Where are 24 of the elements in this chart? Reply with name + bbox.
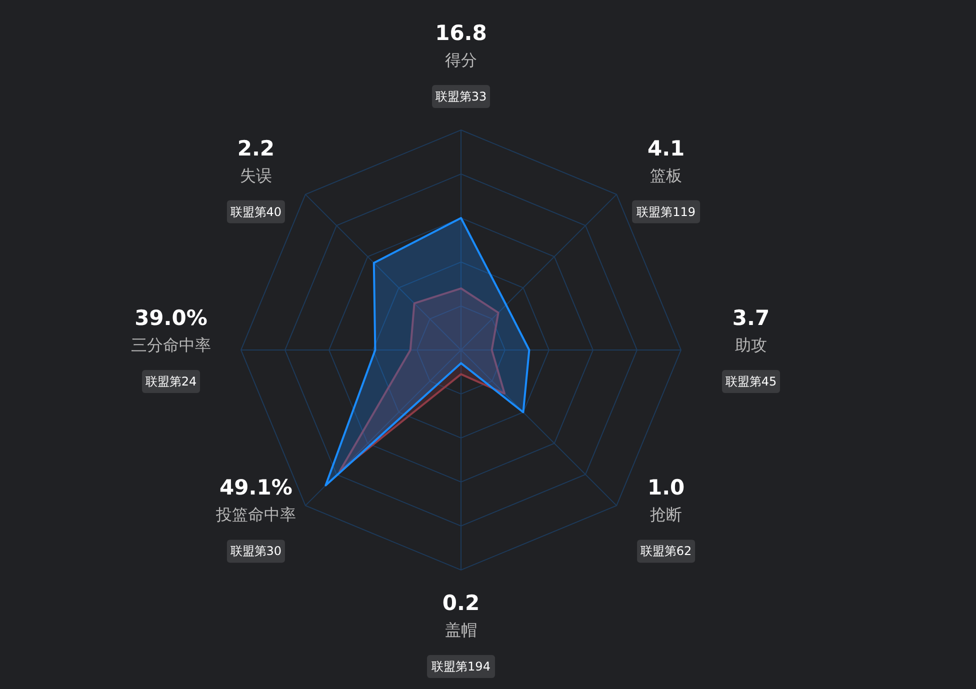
text: 3.7 <box>732 306 770 330</box>
spoke-label: 助攻 <box>735 336 767 354</box>
spoke-label: 抢断 <box>650 505 682 524</box>
text: 联盟第119 <box>636 204 696 219</box>
text: 联盟第194 <box>432 660 490 674</box>
spoke-label: 盖帽 <box>445 620 477 640</box>
text: 49.1% <box>220 476 292 500</box>
text: 联盟第30 <box>230 544 282 558</box>
spoke-label: 投篮命中率 <box>214 505 296 524</box>
spoke-label: 篮板 <box>650 166 682 185</box>
text: 联盟第62 <box>640 544 692 558</box>
spoke-label: 得分 <box>445 50 477 70</box>
text: 联盟第33 <box>435 90 487 104</box>
text: 联盟第45 <box>725 374 777 388</box>
text: 1.0 <box>647 476 685 500</box>
text: 16.8 <box>435 21 487 45</box>
text: 4.1 <box>647 136 685 160</box>
text: 联盟第40 <box>230 204 282 219</box>
text: 联盟第24 <box>145 374 197 388</box>
spoke-label: 失误 <box>240 166 272 185</box>
text: 2.2 <box>237 136 275 160</box>
text: 39.0% <box>134 306 208 330</box>
text: 0.2 <box>442 591 480 615</box>
spoke-label: 三分命中率 <box>131 336 211 354</box>
